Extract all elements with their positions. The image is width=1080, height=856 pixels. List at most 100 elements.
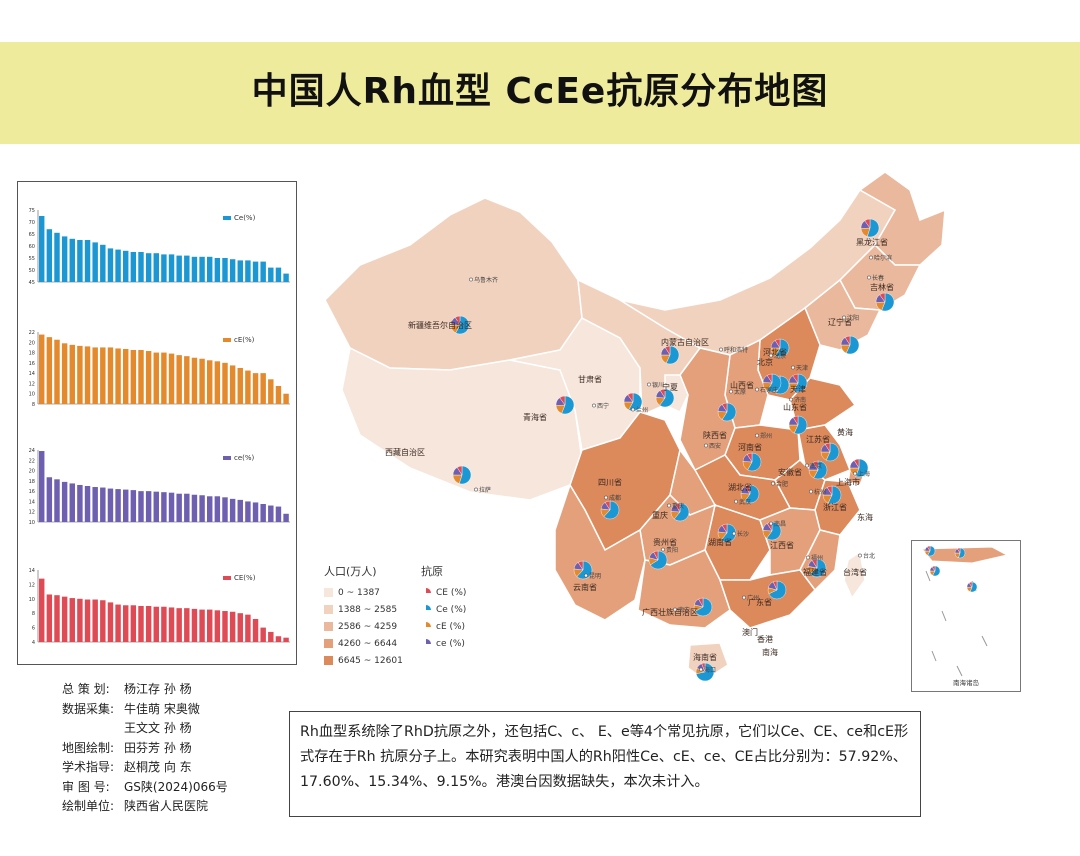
map-region-label: 东海 bbox=[857, 512, 873, 522]
map-region-label: 南海 bbox=[762, 647, 778, 657]
city-marker bbox=[858, 553, 862, 558]
bar bbox=[92, 347, 98, 404]
bar bbox=[176, 255, 182, 282]
pie-slice-icon bbox=[426, 604, 431, 610]
bar bbox=[252, 261, 259, 282]
pie-slice bbox=[812, 460, 819, 471]
y-tick-label: 14 bbox=[29, 499, 35, 505]
legend-swatch bbox=[223, 456, 231, 460]
bar bbox=[275, 636, 282, 642]
city-marker bbox=[704, 443, 708, 448]
pie-slice bbox=[774, 338, 781, 349]
bar bbox=[161, 352, 167, 404]
city-marker bbox=[604, 495, 608, 500]
bar bbox=[84, 240, 91, 282]
legend-swatch bbox=[223, 338, 231, 342]
y-tick-label: 20 bbox=[29, 469, 35, 475]
bar bbox=[229, 611, 236, 642]
bar bbox=[107, 602, 114, 642]
region-pie bbox=[767, 580, 787, 600]
region-pie bbox=[670, 502, 690, 522]
credit-label: 数据采集: bbox=[62, 701, 115, 716]
credit-value: 田芬芳 孙 杨 bbox=[124, 740, 192, 755]
pie-slice bbox=[855, 458, 869, 478]
pie-slice bbox=[775, 338, 790, 358]
map-region-label: 重庆 bbox=[652, 510, 668, 520]
series-legend-label: cE(%) bbox=[234, 336, 255, 344]
legend-label: ce (%) bbox=[436, 639, 465, 649]
y-tick-label: 14 bbox=[29, 568, 35, 574]
pie-slice-icon bbox=[426, 638, 431, 644]
bar bbox=[283, 637, 289, 642]
legend-item: 4260 ~ 6644 bbox=[324, 636, 403, 653]
bar bbox=[191, 256, 198, 282]
city-marker bbox=[742, 595, 746, 600]
y-tick-label: 70 bbox=[29, 220, 35, 226]
city-marker bbox=[592, 403, 596, 408]
series-legend-label: ce(%) bbox=[234, 454, 255, 462]
map-city-label: 天津 bbox=[796, 365, 808, 372]
note-box: Rh血型系统除了RhD抗原之外，还包括C、c、 E、e等4个常见抗原，它们以Ce… bbox=[289, 711, 921, 817]
bar bbox=[176, 608, 182, 642]
pie-slice bbox=[627, 392, 634, 403]
region-heilongjiang bbox=[858, 171, 946, 266]
credit-label: 审 图 号: bbox=[62, 779, 110, 794]
map-city-label: 乌鲁木齐 bbox=[474, 276, 498, 284]
legend-swatch-2 bbox=[324, 622, 333, 631]
region-xinjiang bbox=[324, 197, 583, 371]
pie-slice bbox=[744, 484, 760, 504]
city-marker bbox=[769, 353, 773, 358]
bar bbox=[199, 358, 205, 404]
pie-slice bbox=[454, 315, 461, 326]
pie-slice bbox=[766, 521, 782, 541]
legend-label: cE (%) bbox=[436, 622, 466, 632]
region-pie bbox=[742, 452, 762, 472]
map-region-label: 内蒙古自治区 bbox=[661, 337, 709, 347]
map-city-label: 贵阳 bbox=[666, 546, 678, 554]
map-city-label: 太原 bbox=[734, 388, 746, 396]
bar bbox=[245, 501, 251, 522]
map-region-label: 四川省 bbox=[598, 477, 622, 487]
city-marker bbox=[755, 433, 759, 438]
bar bbox=[214, 361, 221, 404]
bar bbox=[145, 351, 152, 404]
bar bbox=[199, 609, 205, 642]
legend-item: 6645 ~ 12601 bbox=[324, 653, 403, 670]
credit-value: 赵桐茂 向 东 bbox=[124, 760, 192, 774]
map-city-label: 广州 bbox=[747, 594, 759, 602]
pie-slice bbox=[659, 388, 666, 399]
bar bbox=[77, 345, 83, 404]
credit-value: 陕西省人民医院 bbox=[124, 799, 209, 813]
bar bbox=[260, 261, 266, 282]
pie-slice-icon bbox=[426, 621, 431, 627]
inset-pie bbox=[954, 547, 966, 559]
bar bbox=[222, 497, 228, 522]
legend-swatch bbox=[223, 576, 231, 580]
inset-pie bbox=[966, 581, 978, 593]
region-pie bbox=[860, 218, 880, 238]
inset-map bbox=[920, 545, 1009, 677]
bar bbox=[153, 253, 159, 282]
bar bbox=[260, 504, 266, 522]
map-city-label: 沈阳 bbox=[847, 314, 859, 322]
legend-label: 6645 ~ 12601 bbox=[338, 656, 403, 666]
region-pie bbox=[717, 523, 737, 543]
pie-slice bbox=[809, 558, 827, 578]
city-marker bbox=[469, 277, 473, 282]
bar bbox=[207, 360, 213, 404]
pie-slice bbox=[793, 415, 808, 435]
map-region-label: 新疆维吾尔自治区 bbox=[408, 320, 472, 330]
bar bbox=[268, 379, 274, 404]
bar bbox=[207, 609, 213, 642]
bar bbox=[245, 370, 251, 404]
pie-slice-icon bbox=[426, 587, 431, 593]
bar bbox=[283, 273, 289, 282]
pie-slice bbox=[927, 545, 936, 557]
map-region-label: 广西壮族自治区 bbox=[642, 607, 698, 617]
region-pie bbox=[808, 460, 828, 480]
legend-item: 2586 ~ 4259 bbox=[324, 619, 403, 636]
city-marker bbox=[853, 471, 857, 476]
city-marker bbox=[755, 387, 759, 392]
map-region-label: 青海省 bbox=[523, 412, 547, 422]
